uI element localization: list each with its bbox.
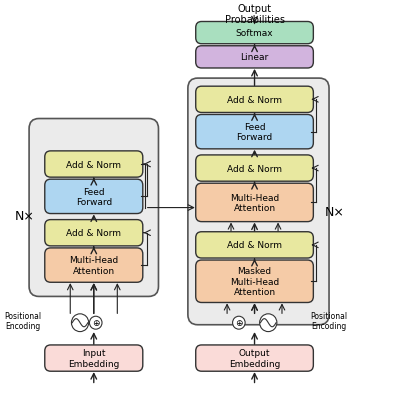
FancyBboxPatch shape bbox=[45, 220, 143, 246]
Text: ⊕: ⊕ bbox=[92, 319, 99, 328]
Text: Add & Norm: Add & Norm bbox=[227, 164, 282, 173]
Text: Masked
Multi-Head
Attention: Masked Multi-Head Attention bbox=[230, 267, 279, 297]
Text: Positional
Encoding: Positional Encoding bbox=[5, 311, 42, 330]
FancyBboxPatch shape bbox=[196, 22, 313, 45]
FancyBboxPatch shape bbox=[45, 180, 143, 214]
Text: Add & Norm: Add & Norm bbox=[66, 229, 121, 238]
FancyBboxPatch shape bbox=[196, 155, 313, 182]
FancyBboxPatch shape bbox=[188, 79, 329, 325]
Circle shape bbox=[89, 317, 102, 329]
Circle shape bbox=[71, 314, 89, 332]
FancyBboxPatch shape bbox=[196, 115, 313, 149]
FancyBboxPatch shape bbox=[196, 261, 313, 303]
FancyBboxPatch shape bbox=[196, 184, 313, 222]
Text: Multi-Head
Attention: Multi-Head Attention bbox=[230, 193, 279, 213]
Text: ⊕: ⊕ bbox=[235, 319, 243, 328]
FancyBboxPatch shape bbox=[45, 248, 143, 283]
Text: Feed
Forward: Feed Forward bbox=[237, 123, 273, 142]
Text: Add & Norm: Add & Norm bbox=[227, 241, 282, 250]
Text: Feed
Forward: Feed Forward bbox=[76, 187, 112, 207]
Text: N×: N× bbox=[15, 209, 35, 222]
Text: Softmax: Softmax bbox=[236, 29, 273, 38]
Text: Input
Embedding: Input Embedding bbox=[68, 348, 119, 368]
Text: Linear: Linear bbox=[241, 53, 269, 62]
Text: Multi-Head
Attention: Multi-Head Attention bbox=[69, 256, 118, 275]
FancyBboxPatch shape bbox=[196, 47, 313, 69]
FancyBboxPatch shape bbox=[29, 119, 158, 297]
Text: Output
Embedding: Output Embedding bbox=[229, 348, 280, 368]
FancyBboxPatch shape bbox=[45, 345, 143, 371]
Circle shape bbox=[259, 314, 277, 332]
Text: N×: N× bbox=[325, 205, 345, 218]
FancyBboxPatch shape bbox=[196, 87, 313, 113]
Text: Output
Probabilities: Output Probabilities bbox=[225, 4, 285, 25]
Text: Positional
Encoding: Positional Encoding bbox=[310, 311, 348, 330]
FancyBboxPatch shape bbox=[196, 345, 313, 371]
FancyBboxPatch shape bbox=[196, 232, 313, 258]
Text: Add & Norm: Add & Norm bbox=[227, 96, 282, 105]
Text: Add & Norm: Add & Norm bbox=[66, 160, 121, 169]
FancyBboxPatch shape bbox=[45, 151, 143, 178]
Circle shape bbox=[233, 317, 245, 329]
